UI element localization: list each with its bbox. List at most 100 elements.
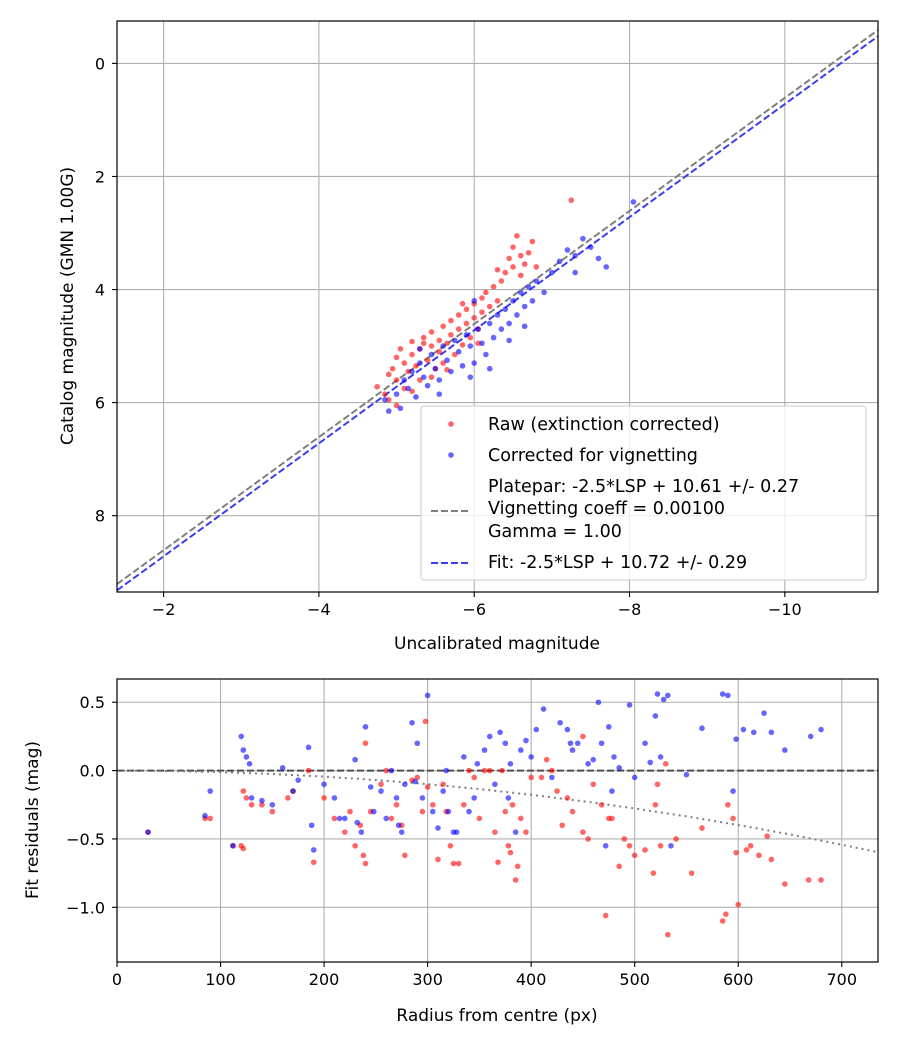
data-point	[436, 391, 443, 397]
data-point	[590, 781, 597, 788]
data-point	[243, 795, 250, 801]
data-point	[564, 247, 571, 253]
data-point	[598, 740, 605, 747]
data-point	[486, 767, 493, 774]
data-point	[556, 258, 563, 265]
data-point	[374, 383, 380, 390]
data-point	[510, 244, 516, 250]
data-point	[479, 295, 485, 301]
data-point	[419, 795, 426, 801]
data-point	[518, 252, 524, 259]
data-point	[310, 859, 317, 865]
y-tick-label: 0.5	[80, 693, 105, 712]
data-point	[207, 788, 213, 794]
data-point	[647, 759, 654, 766]
data-point	[585, 760, 591, 767]
bottom-x-axis-label: Radius from centre (px)	[396, 1006, 597, 1026]
data-point	[405, 368, 412, 375]
data-point	[490, 283, 497, 290]
data-point	[402, 852, 408, 859]
data-point	[590, 756, 597, 763]
data-point	[471, 360, 478, 366]
data-point	[409, 388, 415, 395]
data-point	[395, 822, 402, 829]
data-point	[494, 312, 501, 318]
data-point	[483, 351, 489, 358]
data-point	[440, 323, 446, 330]
data-point	[378, 781, 384, 788]
x-tick-label: 500	[619, 970, 650, 989]
data-point	[572, 269, 578, 276]
data-point	[305, 767, 312, 774]
data-point	[559, 822, 566, 829]
data-point	[642, 740, 648, 747]
data-point	[240, 845, 247, 852]
data-point	[428, 329, 435, 335]
data-point	[723, 911, 729, 917]
series-line	[117, 29, 878, 585]
data-point	[259, 797, 265, 804]
data-point	[719, 918, 726, 924]
data-point	[598, 801, 605, 808]
data-point	[568, 197, 575, 204]
data-point	[370, 808, 377, 815]
data-point	[385, 408, 392, 414]
data-point	[398, 829, 405, 835]
data-point	[429, 808, 436, 815]
legend-label-fit: Fit: -2.5*LSP + 10.72 +/- 0.29	[488, 553, 747, 573]
y-tick-label: −0.5	[66, 830, 105, 849]
data-point	[621, 836, 628, 842]
data-point	[572, 252, 578, 259]
data-point	[506, 255, 512, 262]
data-point	[413, 394, 419, 400]
data-point	[497, 729, 503, 736]
data-point	[657, 842, 664, 849]
data-point	[805, 877, 812, 883]
data-point	[540, 706, 547, 712]
data-point	[541, 289, 547, 296]
data-point	[725, 801, 731, 808]
data-point	[525, 283, 532, 290]
data-point	[512, 877, 519, 883]
data-point	[471, 298, 478, 304]
data-point	[409, 338, 415, 345]
data-point	[459, 300, 466, 307]
data-point	[521, 261, 528, 267]
data-point	[401, 377, 408, 383]
data-point	[447, 842, 454, 849]
data-point	[595, 699, 602, 706]
data-point	[463, 331, 470, 338]
data-point	[424, 382, 431, 389]
data-point	[367, 784, 374, 790]
data-point	[580, 829, 586, 835]
top-y-axis-label: Catalog magnitude (GMN 1.00G)	[58, 167, 78, 445]
data-point	[580, 733, 586, 740]
data-point	[665, 931, 671, 938]
data-point	[602, 912, 609, 919]
data-point	[429, 801, 436, 808]
data-point	[699, 825, 705, 831]
data-point	[435, 825, 441, 831]
y-tick-label: 6	[95, 394, 105, 413]
data-point	[389, 365, 396, 372]
data-point	[295, 777, 301, 783]
data-point	[518, 272, 524, 279]
data-point	[352, 756, 358, 763]
data-point	[490, 334, 497, 341]
data-point	[321, 795, 327, 801]
legend-label-platepar: Platepar: -2.5*LSP + 10.61 +/- 0.27	[488, 477, 799, 497]
data-point	[422, 718, 429, 725]
data-point	[444, 340, 450, 347]
data-point	[609, 788, 615, 794]
data-point	[740, 726, 747, 733]
data-point	[507, 849, 514, 856]
data-point	[341, 815, 348, 822]
data-point	[509, 801, 516, 808]
data-point	[467, 343, 474, 349]
data-point	[471, 774, 478, 781]
data-point	[393, 377, 400, 383]
data-point	[424, 357, 431, 364]
data-point	[440, 788, 446, 794]
data-point	[440, 781, 446, 788]
